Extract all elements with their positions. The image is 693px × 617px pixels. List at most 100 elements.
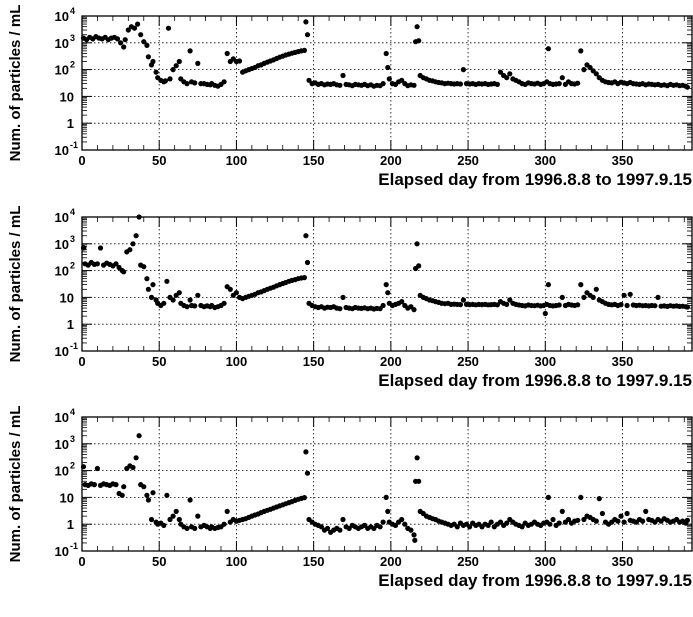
x-tick-label: 200 [380,554,402,569]
data-point [337,306,343,312]
data-point [121,484,127,490]
data-point [167,76,173,82]
data-point [184,81,190,87]
y-tick-base: 1 [67,517,74,532]
data-point [593,286,599,292]
data-point [457,81,463,87]
data-point [173,508,179,514]
data-point [192,80,198,86]
data-point [615,518,621,524]
y-tick-label: 10 2 [55,60,75,78]
y-tick-base: 10 [55,210,69,225]
x-tick-label: 350 [612,554,634,569]
data-point [385,64,391,71]
data-point [337,527,343,533]
data-point [643,508,649,514]
data-point [170,513,176,519]
data-point [97,245,104,251]
data-point [136,433,142,439]
y-tick-base: 10 [55,63,69,78]
data-point [581,67,587,73]
data-point [306,77,312,83]
data-point [303,449,309,455]
y-tick-base: 10 [55,410,69,425]
data-point [497,69,504,75]
data-point [684,84,691,90]
data-point [187,48,193,54]
data-point [457,302,463,308]
data-point [578,494,584,500]
y-tick-base: 10 [55,344,69,359]
y-tick-label: 10 2 [55,461,75,479]
y-tick-label: 10 [60,89,74,104]
data-point [411,532,417,538]
data-point [91,482,97,488]
y-tick-base: 10 [55,264,69,279]
y-tick-exponent: 2 [70,461,75,471]
y-tick-exponent: -1 [70,541,78,551]
data-point [138,32,144,38]
data-point [575,517,581,523]
data-point [304,32,311,38]
data-point [195,60,201,66]
data-point [386,76,392,82]
y-tick-base: 10 [55,437,69,452]
x-tick-label: 100 [226,354,248,369]
y-tick-label: 1 [67,517,74,532]
data-point [494,81,500,87]
y-axis-title: Num. of particles / mL [7,5,24,162]
data-point [113,261,119,267]
data-point [236,58,243,64]
y-tick-exponent: 3 [70,234,75,244]
data-point [122,37,128,43]
data-point [170,297,176,303]
data-point [399,299,405,305]
data-point [408,527,414,533]
data-point [383,282,389,288]
data-point [340,294,346,300]
data-point [575,302,581,308]
data-point [164,278,170,284]
data-point [165,25,172,31]
y-tick-label: 10 -1 [55,341,78,359]
data-point [221,300,227,306]
data-point [150,490,156,496]
data-point [136,214,142,220]
data-point [150,282,156,288]
data-point [414,241,420,247]
y-tick-label: 10 4 [55,207,75,225]
data-point [195,292,201,298]
data-point [467,524,473,530]
x-axis-title: Elapsed day from 1996.8.8 to 1997.9.15 [378,371,692,390]
x-tick-label: 250 [457,354,479,369]
y-tick-label: 10 -1 [55,541,78,559]
x-axis-title: Elapsed day from 1996.8.8 to 1997.9.15 [378,170,692,189]
y-tick-base: 10 [55,544,69,559]
x-tick-label: 150 [303,153,325,168]
y-tick-exponent: 4 [70,207,75,217]
y-tick-exponent: -1 [70,140,78,150]
data-point [684,517,691,523]
data-point [153,69,159,75]
y-tick-exponent: -1 [70,341,78,351]
data-point [141,484,147,490]
data-point [145,54,151,60]
x-tick-label: 200 [380,354,402,369]
data-point [195,513,201,519]
y-tick-base: 10 [55,143,69,158]
y-tick-label: 10 [60,290,74,305]
data-point [133,455,139,461]
y-tick-base: 10 [60,89,74,104]
data-point [80,245,87,251]
data-point [460,297,466,303]
x-tick-label: 350 [612,153,634,168]
data-point [596,496,602,502]
data-point [621,519,627,525]
data-point [184,304,190,310]
data-point [176,516,182,523]
data-point [593,518,599,524]
y-tick-label: 10 4 [55,6,75,24]
data-point [301,47,307,54]
data-point [488,519,494,525]
data-point [624,302,630,309]
